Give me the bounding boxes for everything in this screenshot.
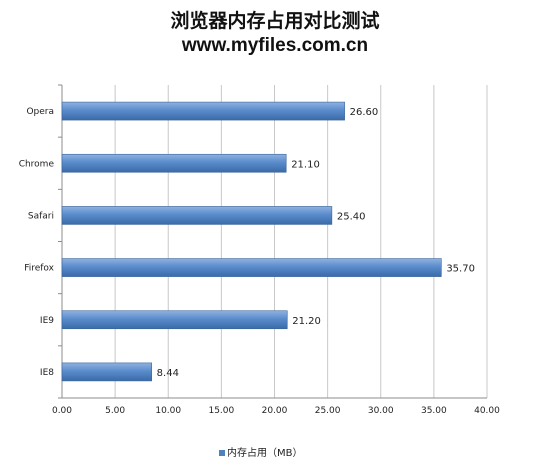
data-label: 21.10 [291, 159, 320, 170]
x-tick-label: 5.00 [105, 406, 125, 416]
bar [61, 362, 152, 382]
legend-label: 内存占用（MB） [227, 446, 303, 459]
category-label: IE8 [40, 368, 54, 378]
legend-swatch [219, 450, 225, 456]
bar [61, 310, 288, 330]
x-tick-label: 40.00 [474, 406, 500, 416]
data-label: 26.60 [350, 107, 379, 118]
x-tick-label: 20.00 [262, 406, 288, 416]
data-label: 21.20 [292, 316, 321, 327]
data-label: 35.70 [446, 264, 475, 275]
x-tick-label: 35.00 [421, 406, 447, 416]
category-label: Opera [26, 107, 54, 117]
x-tick-label: 15.00 [208, 406, 234, 416]
bar-layer [61, 101, 442, 382]
x-tick-label: 10.00 [155, 406, 181, 416]
x-tick-label: 0.00 [52, 406, 72, 416]
data-label: 8.44 [157, 368, 179, 379]
x-tick-label: 30.00 [368, 406, 394, 416]
bar [61, 206, 333, 225]
category-label: Safari [28, 211, 54, 221]
grid-layer [58, 84, 488, 399]
bar [61, 153, 287, 173]
chart-subtitle: www.myfiles.com.cn [181, 35, 369, 56]
category-label: Chrome [19, 159, 55, 169]
bar [61, 101, 345, 121]
x-tick-label: 25.00 [315, 406, 341, 416]
chart-title: 浏览器内存占用对比测试 [170, 10, 380, 32]
category-label: IE9 [40, 316, 54, 326]
label-layer: 0.00 5.00 10.00 15.00 20.00 25.00 30.00 35.00 40… [19, 107, 500, 416]
bar [61, 258, 442, 277]
category-label: Firefox [24, 264, 54, 274]
legend: 内存占用（MB） [219, 446, 303, 459]
data-label: 25.40 [337, 211, 366, 222]
